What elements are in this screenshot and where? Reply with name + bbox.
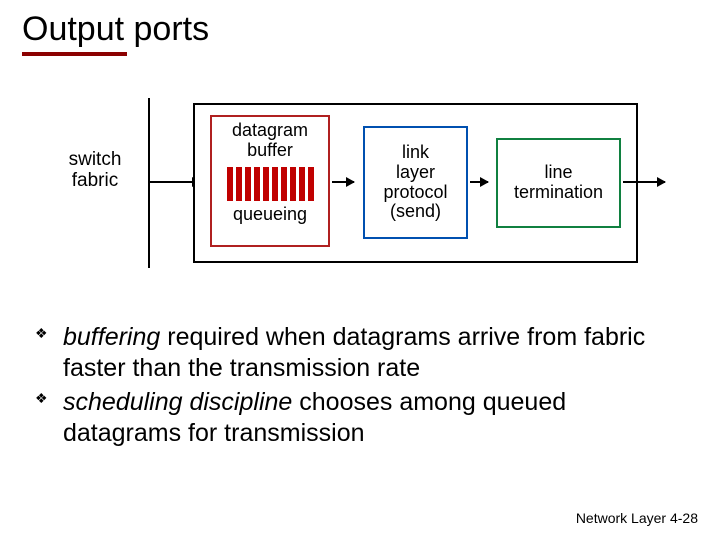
bullet-italic: scheduling discipline bbox=[63, 388, 292, 416]
box1-top-label: datagrambuffer bbox=[232, 121, 308, 161]
switch-fabric-label: switchfabric bbox=[45, 150, 145, 192]
title-underline bbox=[22, 52, 127, 56]
box3-label: linetermination bbox=[514, 163, 603, 203]
link-layer-box: linklayerprotocol(send) bbox=[363, 126, 468, 239]
box1-bottom-label: queueing bbox=[233, 205, 307, 225]
output-port-diagram: datagrambuffer queueing linklayerprotoco… bbox=[148, 103, 638, 263]
line-termination-box: linetermination bbox=[496, 138, 621, 228]
footer-page: 4-28 bbox=[670, 510, 698, 526]
box2-label: linklayerprotocol(send) bbox=[383, 143, 447, 222]
bullet-list: buffering required when datagrams arrive… bbox=[35, 322, 675, 451]
footer-label: Network Layer bbox=[576, 510, 666, 526]
arrow-1-2 bbox=[332, 181, 354, 183]
arrow-2-3 bbox=[470, 181, 488, 183]
page-title: Output ports bbox=[22, 10, 209, 49]
datagram-buffer-box: datagrambuffer queueing bbox=[210, 115, 330, 247]
slide-footer: Network Layer 4-28 bbox=[576, 510, 698, 526]
bullet-item: buffering required when datagrams arrive… bbox=[35, 322, 675, 385]
vertical-divider bbox=[148, 98, 150, 268]
bullet-item: scheduling discipline chooses among queu… bbox=[35, 387, 675, 450]
queue-bars bbox=[227, 167, 314, 201]
arrow-out bbox=[623, 181, 665, 183]
bullet-italic: buffering bbox=[63, 323, 160, 351]
